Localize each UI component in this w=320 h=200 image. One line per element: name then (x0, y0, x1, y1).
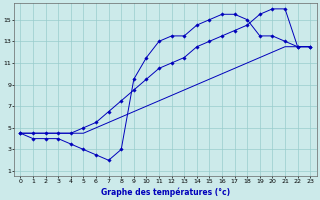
X-axis label: Graphe des températures (°c): Graphe des températures (°c) (101, 187, 230, 197)
